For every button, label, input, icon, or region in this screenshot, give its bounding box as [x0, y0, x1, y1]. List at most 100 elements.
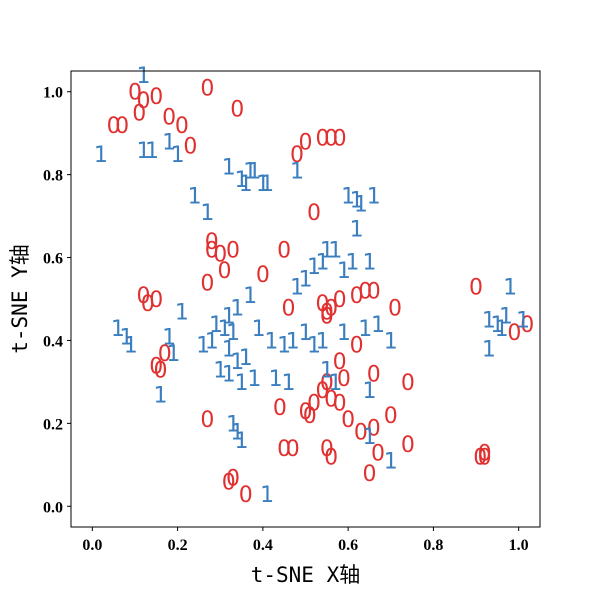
- scatter-point-0: 0: [200, 271, 214, 296]
- scatter-point-0: 0: [299, 130, 313, 155]
- plot-area-frame: [70, 70, 541, 528]
- scatter-point-1: 1: [119, 325, 133, 350]
- scatter-point-0: 0: [324, 387, 338, 412]
- scatter-point-1: 1: [239, 346, 253, 371]
- scatter-point-1: 1: [243, 284, 257, 309]
- scatter-point-1: 1: [362, 425, 376, 450]
- scatter-point-1: 1: [235, 371, 249, 396]
- scatter-point-1: 1: [230, 421, 244, 446]
- scatter-point-0: 0: [162, 106, 176, 131]
- scatter-point-1: 1: [222, 338, 236, 363]
- scatter-point-0: 0: [358, 280, 372, 305]
- scatter-point-0: 0: [367, 417, 381, 442]
- scatter-point-1: 1: [495, 317, 509, 342]
- scatter-point-0: 0: [316, 126, 330, 151]
- y-tick-label: 0.0: [43, 499, 63, 516]
- scatter-point-0: 0: [320, 437, 334, 462]
- scatter-point-0: 0: [333, 350, 347, 375]
- scatter-point-0: 0: [384, 404, 398, 429]
- scatter-point-0: 0: [337, 367, 351, 392]
- scatter-point-0: 0: [367, 280, 381, 305]
- y-axis-ticks: 0.0 0.2 0.4 0.6 0.8 1.0: [43, 85, 71, 516]
- scatter-point-1: 1: [290, 159, 304, 184]
- scatter-point-1: 1: [341, 184, 355, 209]
- scatter-point-1: 1: [136, 64, 150, 89]
- scatter-point-0: 0: [183, 135, 197, 160]
- scatter-point-0: 0: [213, 242, 227, 267]
- scatter-point-1: 1: [217, 317, 231, 342]
- scatter-point-1: 1: [136, 139, 150, 164]
- scatter-point-0: 0: [473, 446, 487, 471]
- x-tick-label: 0.0: [82, 537, 102, 554]
- scatter-point-0: 0: [290, 143, 304, 168]
- x-tick-label: 0.6: [338, 537, 358, 554]
- x-tick-label: 0.4: [253, 537, 273, 554]
- scatter-point-1: 1: [175, 300, 189, 325]
- scatter-point-1: 1: [196, 334, 210, 359]
- scatter-point-0: 0: [149, 354, 163, 379]
- scatter-point-1: 1: [358, 317, 372, 342]
- x-tick-label: 1.0: [509, 537, 529, 554]
- scatter-point-0: 0: [200, 408, 214, 433]
- scatter-point-1: 1: [205, 329, 219, 354]
- scatter-point-0: 0: [175, 114, 189, 139]
- x-tick-label: 0.2: [168, 537, 188, 554]
- scatter-point-1: 1: [290, 276, 304, 301]
- scatter-point-0: 0: [205, 230, 219, 255]
- y-tick-label: 1.0: [43, 85, 63, 102]
- scatter-point-0: 0: [256, 263, 270, 288]
- scatter-point-1: 1: [384, 329, 398, 354]
- scatter-point-1: 1: [235, 429, 249, 454]
- x-axis-label: t-SNE X轴: [251, 563, 361, 587]
- y-axis-label: t-SNE Y轴: [8, 244, 32, 354]
- scatter-point-0: 0: [141, 292, 155, 317]
- scatter-point-1: 1: [307, 334, 321, 359]
- scatter-point-1: 1: [286, 329, 300, 354]
- scatter-point-1: 1: [482, 309, 496, 334]
- scatter-point-1: 1: [226, 412, 240, 437]
- scatter-point-1: 1: [269, 367, 283, 392]
- scatter-point-0: 0: [469, 276, 483, 301]
- scatter-point-0: 0: [320, 371, 334, 396]
- scatter-point-0: 0: [388, 296, 402, 321]
- scatter-point-0: 0: [286, 437, 300, 462]
- scatter-point-1: 1: [264, 329, 278, 354]
- scatter-point-1: 1: [252, 317, 266, 342]
- scatter-point-0: 0: [128, 81, 142, 106]
- scatter-point-1: 1: [362, 251, 376, 276]
- scatter-point-1: 1: [516, 309, 530, 334]
- scatter-point-0: 0: [354, 421, 368, 446]
- scatter-point-1: 1: [222, 155, 236, 180]
- scatter-point-0: 0: [367, 363, 381, 388]
- scatter-point-0: 0: [401, 433, 415, 458]
- scatter-point-0: 0: [277, 238, 291, 263]
- scatter-point-1: 1: [499, 305, 513, 330]
- scatter-point-1: 1: [350, 218, 364, 243]
- scatter-point-1: 1: [171, 143, 185, 168]
- y-tick-label: 0.4: [43, 333, 63, 350]
- scatter-point-1: 1: [124, 334, 138, 359]
- scatter-point-0: 0: [149, 288, 163, 313]
- scatter-point-1: 1: [239, 172, 253, 197]
- scatter-point-0: 0: [507, 321, 521, 346]
- x-tick-label: 0.8: [423, 537, 443, 554]
- scatter-point-1: 1: [247, 367, 261, 392]
- scatter-point-0: 0: [136, 89, 150, 114]
- scatter-point-1: 1: [350, 189, 364, 214]
- scatter-point-0: 0: [320, 305, 334, 330]
- scatter-point-0: 0: [478, 446, 492, 471]
- scatter-point-1: 1: [260, 483, 274, 508]
- scatter-point-1: 1: [222, 305, 236, 330]
- scatter-point-1: 1: [277, 334, 291, 359]
- scatter-point-0: 0: [520, 313, 534, 338]
- scatter-point-1: 1: [230, 350, 244, 375]
- scatter-point-1: 1: [371, 313, 385, 338]
- scatter-point-1: 1: [188, 184, 202, 209]
- scatter-point-1: 1: [166, 342, 180, 367]
- scatter-point-0: 0: [230, 97, 244, 122]
- scatter-point-1: 1: [162, 130, 176, 155]
- scatter-point-1: 1: [316, 329, 330, 354]
- y-tick-label: 0.6: [43, 251, 63, 268]
